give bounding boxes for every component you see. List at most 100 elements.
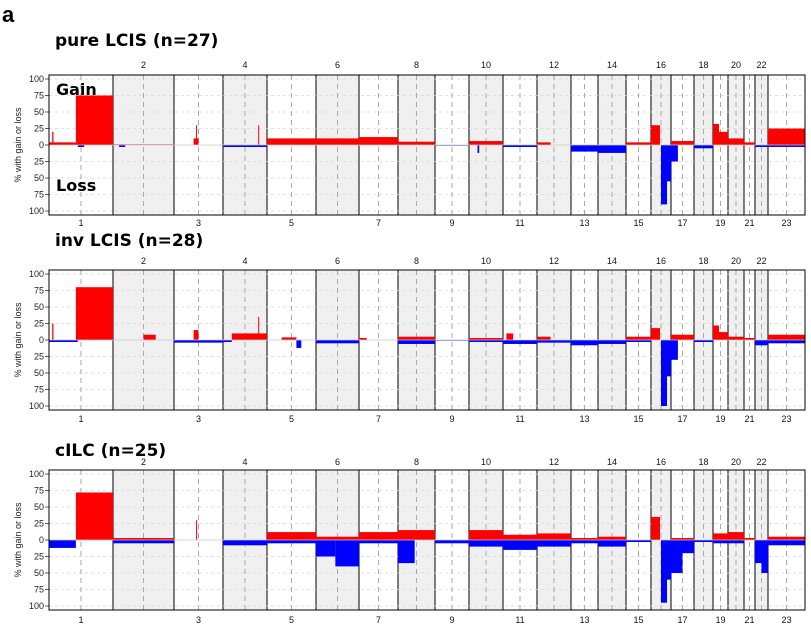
gain-bar	[49, 142, 76, 145]
chromosome-label-17: 17	[677, 615, 687, 625]
y-tick-label: 25	[34, 124, 44, 134]
gain-bar	[651, 125, 660, 145]
loss-bar	[359, 540, 398, 544]
gain-bar	[671, 538, 694, 540]
chromosome-label-8: 8	[414, 256, 419, 266]
gain-bar	[506, 333, 514, 340]
chromosome-label-23: 23	[781, 218, 791, 228]
gain-bar	[52, 131, 54, 145]
loss-bar	[755, 340, 768, 346]
chromosome-label-4: 4	[242, 457, 247, 467]
chromosome-label-21: 21	[744, 414, 754, 424]
chromosome-label-4: 4	[242, 256, 247, 266]
gain-annotation: Gain	[56, 80, 97, 99]
y-tick-label: 100	[29, 269, 44, 279]
chromosome-label-19: 19	[715, 414, 725, 424]
loss-bar	[537, 540, 571, 547]
chromosome-label-1: 1	[78, 218, 83, 228]
y-tick-label: 0	[39, 335, 44, 345]
chromosome-label-9: 9	[449, 615, 454, 625]
chromosome-label-5: 5	[289, 218, 294, 228]
gain-bar	[258, 125, 260, 145]
chromosome-label-12: 12	[549, 60, 559, 70]
loss-bar	[598, 340, 626, 344]
y-tick-label: 0	[39, 140, 44, 150]
y-axis-label: % with gain or loss	[13, 302, 23, 378]
y-tick-label: 25	[34, 519, 44, 529]
gain-bar	[719, 131, 728, 145]
chromosome-label-8: 8	[414, 457, 419, 467]
panel-title: inv LCIS (n=28)	[55, 231, 203, 251]
chromosome-label-14: 14	[607, 60, 617, 70]
gain-bar	[75, 95, 113, 145]
y-tick-label: 75	[34, 585, 44, 595]
gain-bar	[231, 333, 267, 340]
loss-bar	[469, 340, 503, 342]
gain-bar	[267, 138, 316, 145]
gain-bar	[744, 538, 755, 540]
chromosome-label-13: 13	[579, 615, 589, 625]
gain-bar	[744, 142, 755, 145]
y-axis-label: % with gain or loss	[13, 107, 23, 183]
loss-bar	[667, 340, 671, 377]
chromosome-label-11: 11	[515, 414, 524, 424]
loss-bar	[661, 340, 667, 406]
loss-bar	[537, 340, 571, 343]
loss-bar	[768, 145, 805, 147]
gain-bar	[651, 328, 660, 340]
loss-bar	[768, 540, 805, 546]
y-axis-label: % with gain or loss	[13, 502, 23, 578]
chromosome-label-13: 13	[579, 218, 589, 228]
loss-bar	[223, 145, 267, 147]
gain-bar	[713, 325, 719, 340]
chromosome-label-17: 17	[677, 414, 687, 424]
gain-bar	[359, 338, 367, 340]
chromosome-label-11: 11	[515, 218, 524, 228]
chromosome-label-14: 14	[607, 256, 617, 266]
loss-bar	[761, 540, 768, 573]
y-tick-label: 50	[34, 173, 44, 183]
y-tick-label: 50	[34, 568, 44, 578]
y-tick-label: 50	[34, 107, 44, 117]
loss-bar	[49, 340, 78, 342]
gain-bar	[316, 138, 359, 145]
chromosome-label-21: 21	[744, 615, 754, 625]
loss-bar	[671, 145, 678, 162]
gain-bar	[316, 536, 359, 540]
y-tick-label: 75	[34, 486, 44, 496]
loss-bar	[571, 145, 598, 152]
loss-bar	[571, 340, 598, 346]
chromosome-label-4: 4	[242, 60, 247, 70]
loss-bar	[503, 540, 537, 550]
gain-bar	[398, 141, 435, 145]
chromosome-label-6: 6	[335, 60, 340, 70]
y-tick-label: 75	[34, 385, 44, 395]
y-tick-label: 100	[29, 401, 44, 411]
loss-bar	[398, 340, 435, 344]
gain-bar	[744, 338, 755, 340]
loss-annotation: Loss	[56, 176, 96, 195]
gain-bar	[768, 128, 805, 145]
gain-bar	[728, 532, 744, 540]
gain-bar	[626, 336, 651, 340]
plot-frame	[48, 469, 806, 611]
loss-bar	[768, 340, 805, 344]
chromosome-label-15: 15	[633, 615, 643, 625]
y-tick-label: 75	[34, 91, 44, 101]
gain-bar	[626, 142, 651, 145]
loss-bar	[77, 145, 85, 147]
chromosome-label-18: 18	[698, 256, 708, 266]
gain-bar	[469, 141, 503, 145]
chromosome-label-9: 9	[449, 218, 454, 228]
y-tick-label: 25	[34, 552, 44, 562]
y-tick-label: 100	[29, 601, 44, 611]
loss-bar	[682, 540, 694, 554]
gain-bar	[571, 538, 598, 540]
panel-1: pure LCIS (n=27)% with gain or loss10075…	[13, 31, 806, 228]
chromosome-label-16: 16	[656, 457, 666, 467]
gain-bar	[503, 534, 537, 540]
chromosome-label-18: 18	[698, 60, 708, 70]
chromosome-label-23: 23	[781, 615, 791, 625]
loss-bar	[598, 540, 626, 547]
loss-bar	[755, 540, 762, 564]
